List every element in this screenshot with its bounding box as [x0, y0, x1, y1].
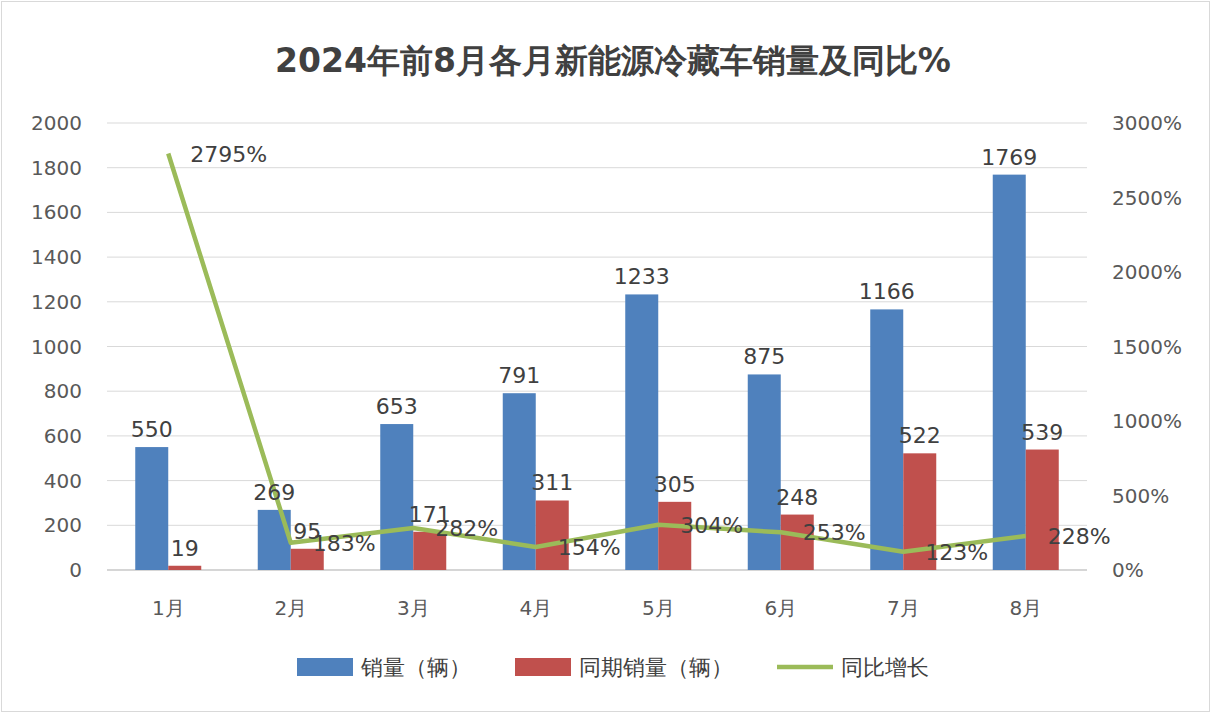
line-label: 183%	[313, 531, 376, 556]
line-label: 154%	[558, 535, 621, 560]
grid-line	[107, 212, 1087, 213]
x-tick-label: 4月	[519, 596, 552, 620]
y2-tick-label: 2000%	[1112, 260, 1182, 284]
grid-line	[107, 570, 1087, 571]
legend-label: 销量（辆）	[360, 655, 471, 680]
title: 2024年前8月各月新能源冷藏车销量及同比%	[275, 41, 951, 80]
y-tick-label: 600	[44, 424, 82, 448]
bar	[135, 447, 168, 570]
grid-line	[107, 391, 1087, 392]
x-tick-label: 3月	[397, 596, 430, 620]
bar-label: 522	[899, 423, 941, 448]
y-tick-label: 1400	[31, 245, 82, 269]
legend-swatch	[515, 658, 571, 676]
bar	[380, 424, 413, 570]
bar	[1026, 450, 1059, 570]
data-labels: 5502696537911233875116617691995171311305…	[131, 142, 1111, 565]
y-tick-label: 0	[69, 558, 82, 582]
bar	[993, 175, 1026, 570]
bar-label: 1769	[981, 145, 1037, 170]
line-label: 304%	[680, 513, 743, 538]
line-label: 228%	[1048, 524, 1111, 549]
y-tick-label: 1000	[31, 335, 82, 359]
y-tick-label: 800	[44, 379, 82, 403]
line-label: 282%	[435, 516, 498, 541]
line-label: 253%	[803, 520, 866, 545]
y-tick-label: 1200	[31, 290, 82, 314]
bar-label: 539	[1021, 420, 1063, 445]
y2-tick-label: 1500%	[1112, 335, 1182, 359]
y2-tick-label: 0%	[1112, 558, 1144, 582]
plot-area	[135, 154, 1059, 570]
chart-frame	[2, 2, 1210, 712]
x-tick-label: 6月	[764, 596, 797, 620]
y-tick-label: 400	[44, 469, 82, 493]
bar	[258, 510, 291, 570]
x-tick-label: 1月	[152, 596, 185, 620]
bar-label: 19	[171, 536, 199, 561]
y2-tick-label: 3000%	[1112, 111, 1182, 135]
y2-tick-label: 500%	[1112, 484, 1169, 508]
bar-label: 791	[498, 363, 540, 388]
y-tick-label: 200	[44, 513, 82, 537]
bar-label: 311	[531, 470, 573, 495]
x-tick-label: 8月	[1009, 596, 1042, 620]
bar-label: 305	[654, 472, 696, 497]
line-label: 2795%	[190, 142, 267, 167]
bar-label: 550	[131, 417, 173, 442]
y-tick-label: 2000	[31, 111, 82, 135]
legend-swatch	[777, 665, 833, 670]
grid-line	[107, 123, 1087, 124]
grid-line	[107, 301, 1087, 302]
legend: 销量（辆） 同期销量（辆） 同比增长	[297, 655, 929, 680]
grid-line	[107, 346, 1087, 347]
legend-swatch	[297, 658, 353, 676]
grid-line	[107, 167, 1087, 168]
chart: 2024年前8月各月新能源冷藏车销量及同比% 0 200 400 600 800 1000 1…	[0, 0, 1216, 720]
x-tick-label: 5月	[642, 596, 675, 620]
bar	[748, 374, 781, 570]
y2-tick-label: 2500%	[1112, 186, 1182, 210]
bar-label: 1233	[614, 264, 670, 289]
bar-label: 269	[253, 480, 295, 505]
x-tick-label: 7月	[887, 596, 920, 620]
y2-tick-label: 1000%	[1112, 409, 1182, 433]
line	[168, 154, 1026, 552]
grid-line	[107, 525, 1087, 526]
y-tick-label: 1800	[31, 156, 82, 180]
line-label: 123%	[925, 540, 988, 565]
bar-label: 875	[743, 344, 785, 369]
bar-label: 653	[376, 394, 418, 419]
bar-label: 1166	[859, 279, 915, 304]
x-axis	[107, 570, 1087, 571]
x-tick-label: 2月	[274, 596, 307, 620]
legend-label: 同期销量（辆）	[579, 655, 733, 680]
legend-label: 同比增长	[841, 655, 929, 680]
bar-label: 248	[776, 485, 818, 510]
y-tick-label: 1600	[31, 200, 82, 224]
bar	[168, 566, 201, 570]
grid-line	[107, 257, 1087, 258]
